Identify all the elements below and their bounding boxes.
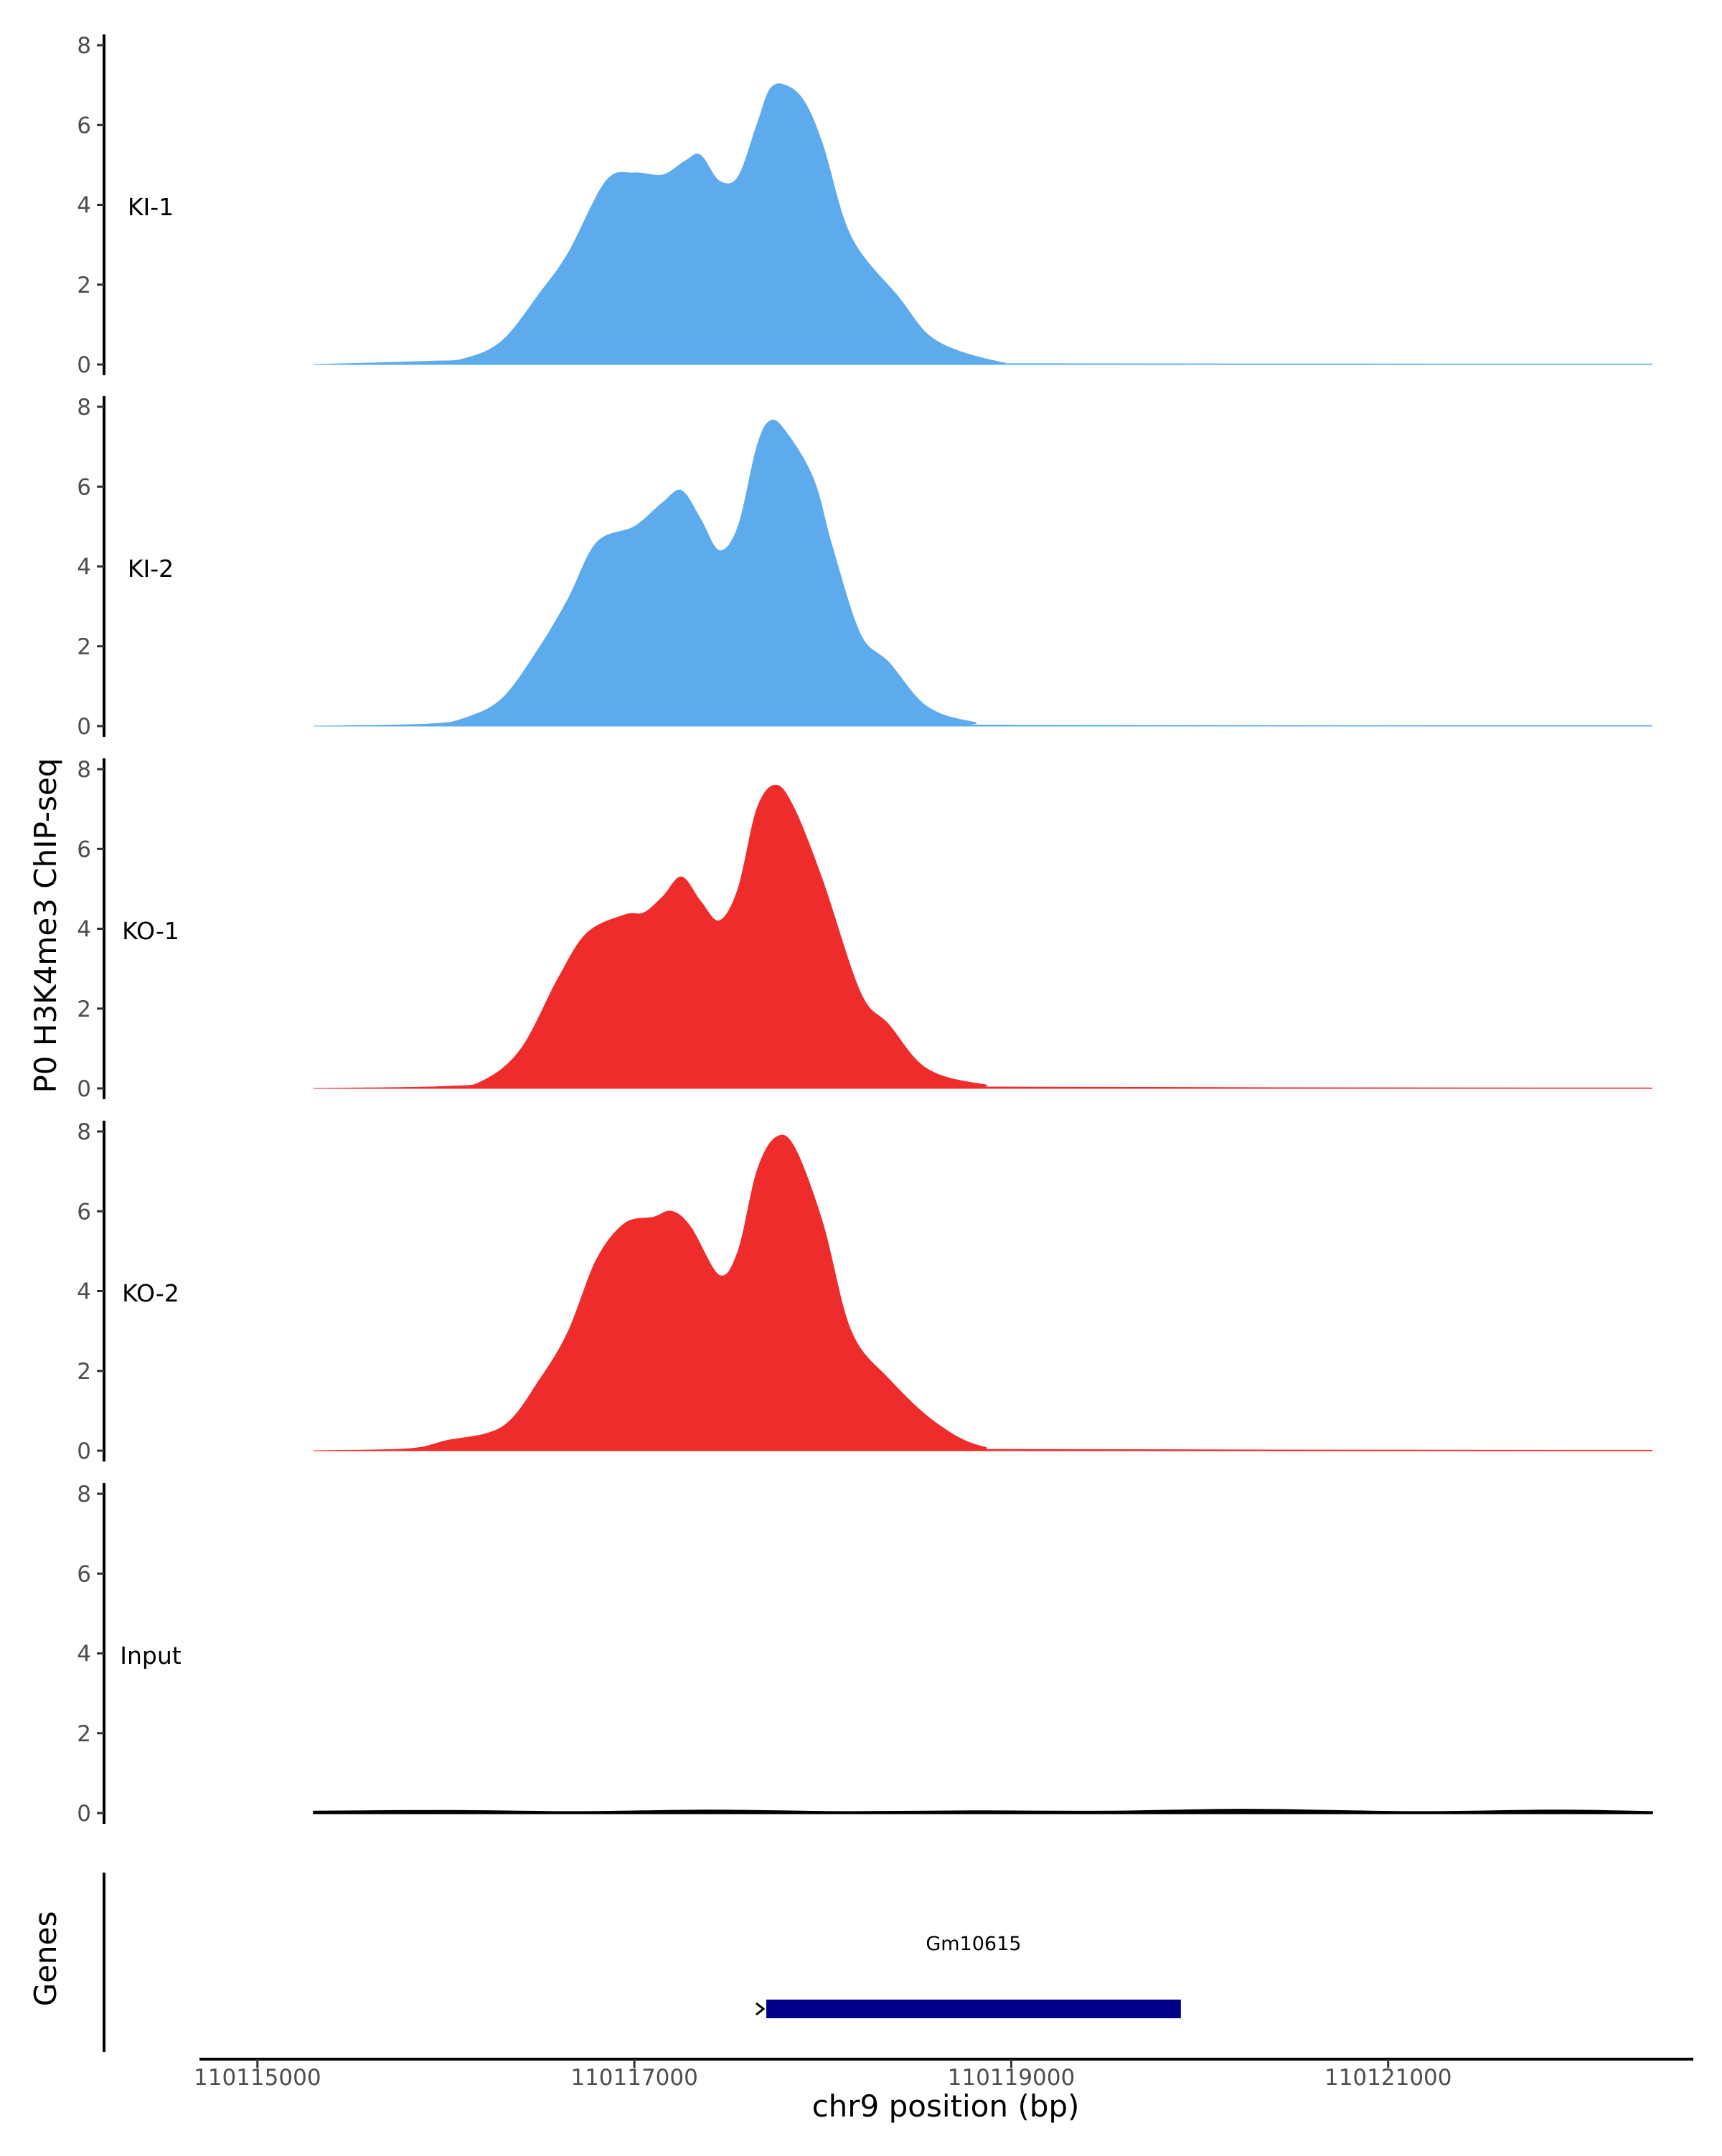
y-tick-label: 0: [77, 352, 91, 378]
y-tick-label: 8: [77, 395, 91, 420]
y-tick-label: 6: [77, 474, 91, 500]
y-tick-label: 4: [77, 917, 91, 943]
track-label: KO-2: [122, 1279, 179, 1307]
track-label: Input: [120, 1642, 182, 1670]
track-panel-ko-1: 0 2 4 6 8 KO-1: [77, 757, 1652, 1102]
track-panel-ki-2: 0 2 4 6 8 KI-2: [77, 395, 1652, 740]
y-tick-label: 6: [77, 1561, 91, 1587]
tracks-layer: 0 2 4 6 8 KI-1 0 2 4 6 8 KI-2 0 2 4 6 8 KO-1 0 2 4 6 8 KO-2 0 2 4 6…: [77, 33, 1653, 1827]
x-tick-label: 110119000: [948, 2065, 1076, 2091]
coverage-area: [314, 83, 1652, 365]
track-panel-ki-1: 0 2 4 6 8 KI-1: [77, 33, 1652, 378]
y-tick-label: 8: [77, 1119, 91, 1145]
track-panel-input: 0 2 4 6 8 Input: [77, 1482, 1653, 1827]
x-tick-label: 110117000: [570, 2065, 698, 2091]
coverage-area: [314, 1134, 1652, 1451]
y-tick-label: 2: [77, 997, 91, 1022]
genes-track-label: Genes: [28, 1911, 63, 2007]
gene-body: [766, 2000, 1181, 2018]
y-tick-label: 6: [77, 837, 91, 862]
track-label: KI-1: [128, 193, 174, 221]
genes-track: Gm10615: [103, 1873, 1181, 2052]
y-tick-label: 2: [77, 634, 91, 660]
y-tick-label: 6: [77, 113, 91, 138]
y-tick-label: 2: [77, 1721, 91, 1747]
gene-name-label: Gm10615: [926, 1933, 1021, 1955]
y-tick-label: 4: [77, 1279, 91, 1305]
track-label: KI-2: [128, 555, 174, 583]
gene-gm10615: Gm10615: [756, 1933, 1181, 2018]
x-tick-label: 110115000: [194, 2065, 321, 2091]
y-tick-label: 0: [77, 714, 91, 740]
y-tick-label: 8: [77, 33, 91, 59]
coverage-area: [314, 784, 1652, 1089]
y-tick-label: 6: [77, 1199, 91, 1225]
y-tick-label: 0: [77, 1076, 91, 1102]
y-axis-title: P0 H3K4me3 ChIP-seq: [28, 758, 63, 1093]
y-tick-label: 0: [77, 1439, 91, 1464]
x-axis: 110115000 110117000 110119000 110121000: [194, 2058, 1693, 2091]
track-panel-ko-2: 0 2 4 6 8 KO-2: [77, 1119, 1652, 1464]
x-axis-title: chr9 position (bp): [812, 2089, 1080, 2124]
x-tick-label: 110121000: [1325, 2065, 1452, 2091]
y-tick-label: 8: [77, 757, 91, 783]
y-tick-label: 4: [77, 193, 91, 219]
y-tick-label: 4: [77, 555, 91, 580]
y-tick-label: 0: [77, 1801, 91, 1827]
track-label: KO-1: [122, 917, 179, 945]
coverage-area: [314, 419, 1652, 727]
y-tick-label: 4: [77, 1642, 91, 1667]
y-tick-label: 2: [77, 1359, 91, 1385]
coverage-area: [313, 1809, 1653, 1814]
y-tick-label: 2: [77, 273, 91, 298]
gene-strand-arrow: [756, 2002, 766, 2016]
y-tick-label: 8: [77, 1482, 91, 1507]
